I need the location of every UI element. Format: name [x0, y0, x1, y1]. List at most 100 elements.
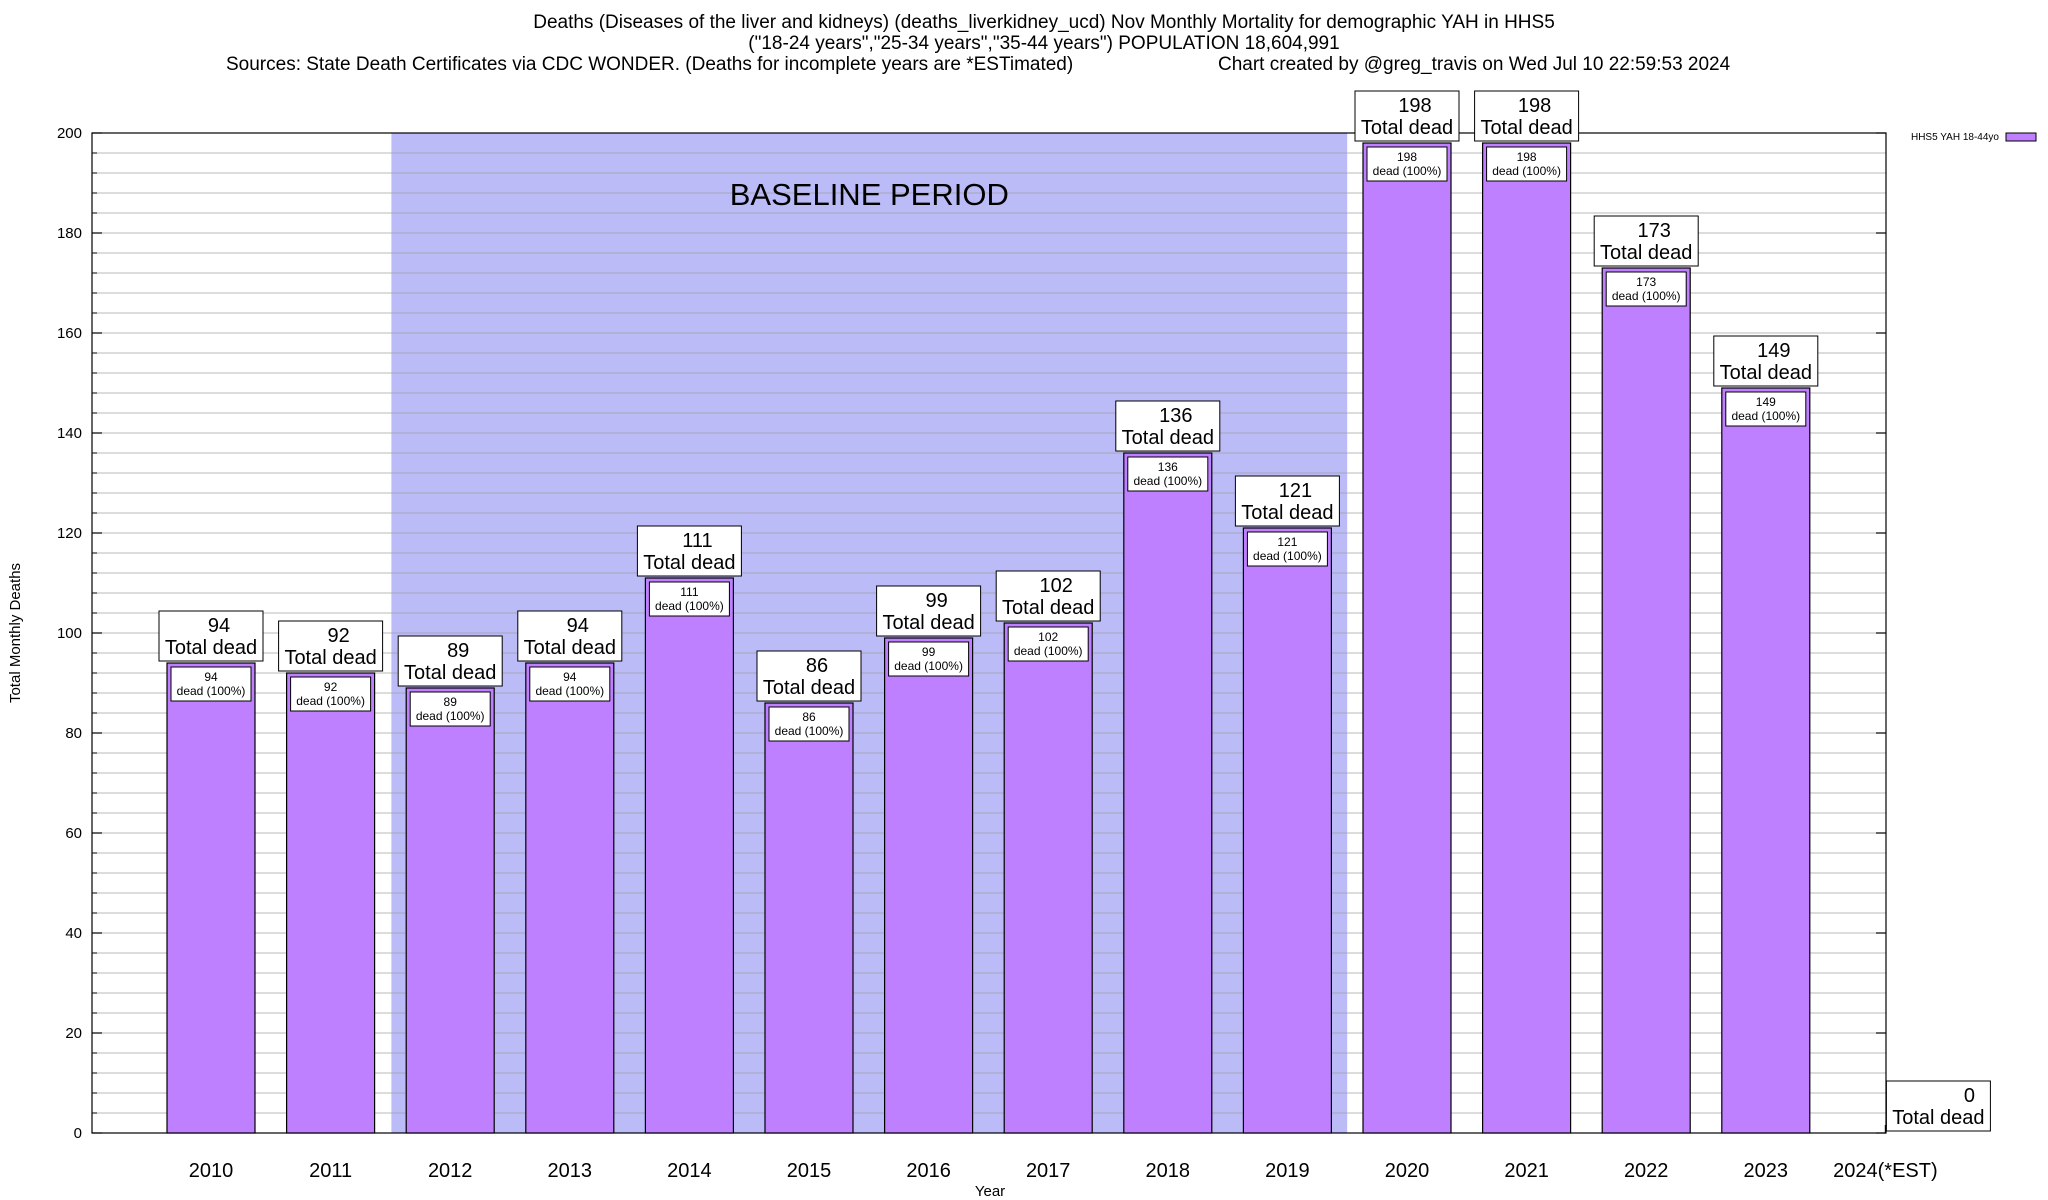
bar-total-label: Total dead — [165, 637, 257, 659]
bar — [1003, 622, 1093, 1134]
bar-inner-value: 99 — [922, 645, 936, 659]
bar-total-value: 99 — [925, 590, 947, 612]
x-tick-label: 2023 — [1744, 1160, 1789, 1182]
x-tick-label: 2021 — [1504, 1160, 1549, 1182]
chart-sources: Sources: State Death Certificates via CD… — [226, 54, 1074, 75]
bar-total-label: Total dead — [524, 637, 616, 659]
bar-inner-label-box — [290, 676, 372, 712]
bar-total-label-box — [1885, 1080, 1991, 1132]
bar-total-label: Total dead — [1600, 242, 1692, 264]
bar-inner-label-box — [1366, 146, 1448, 182]
x-tick-label: 2018 — [1146, 1160, 1191, 1182]
x-tick-label: 2016 — [906, 1160, 951, 1182]
bar-inner-label-box — [1007, 626, 1089, 662]
bar-inner-value: 102 — [1038, 630, 1058, 644]
bar-total-value: 86 — [806, 655, 828, 677]
bar-inner-label-box — [1605, 271, 1687, 307]
bar-total-value: 89 — [447, 640, 469, 662]
x-tick-label: 2010 — [189, 1160, 234, 1182]
y-tick-label: 60 — [65, 825, 82, 842]
bar-total-label: Total dead — [1002, 597, 1094, 619]
bar-total-label-box — [1593, 215, 1699, 267]
bar-inner-label: dead (100%) — [1373, 164, 1442, 178]
bar-total-value: 173 — [1638, 220, 1671, 242]
bar-inner-value: 149 — [1756, 395, 1776, 409]
chart-subtitle: ("18-24 years","25-34 years","35-44 year… — [748, 33, 1340, 54]
bar-total-label-box — [158, 610, 264, 662]
chart-title: Deaths (Diseases of the liver and kidney… — [533, 12, 1555, 33]
bar-total-value: 102 — [1040, 575, 1073, 597]
bar — [1123, 452, 1213, 1134]
bar-inner-label-box — [1486, 146, 1568, 182]
bar-total-label: Total dead — [1241, 502, 1333, 524]
bar-total-value: 92 — [327, 625, 349, 647]
bar-inner-value: 198 — [1517, 150, 1537, 164]
y-tick-label: 120 — [57, 525, 82, 542]
bar-total-value: 198 — [1518, 95, 1551, 117]
baseline-period-label: BASELINE PERIOD — [730, 177, 1009, 212]
bar — [525, 662, 615, 1134]
bar-inner-label: dead (100%) — [1253, 549, 1322, 563]
bar — [286, 672, 376, 1134]
bar-total-label: Total dead — [763, 677, 855, 699]
bar-total-label-box — [636, 525, 742, 577]
bar-inner-value: 111 — [680, 585, 699, 599]
x-axis-label: Year — [975, 1183, 1005, 1200]
bar-inner-label-box — [1127, 456, 1209, 492]
bar — [1481, 142, 1572, 1134]
bar-total-label-box — [278, 620, 384, 672]
x-tick-label: 2020 — [1385, 1160, 1430, 1182]
bar-inner-label: dead (100%) — [1014, 644, 1083, 658]
bar-total-label-box — [397, 635, 503, 687]
bar-inner-label: dead (100%) — [655, 599, 724, 613]
bar-total-label: Total dead — [1720, 362, 1812, 384]
bar-inner-label-box — [888, 641, 970, 677]
bar — [644, 577, 735, 1134]
y-tick-label: 180 — [57, 225, 82, 242]
bar — [1242, 527, 1333, 1134]
bar-inner-value: 94 — [204, 670, 218, 684]
bar-total-value: 94 — [567, 615, 589, 637]
bar-total-label: Total dead — [404, 662, 496, 684]
bar-inner-value: 173 — [1636, 275, 1656, 289]
bar-inner-label-box — [529, 666, 611, 702]
x-tick-label: 2015 — [787, 1160, 832, 1182]
x-tick-label: 2024(*EST) — [1833, 1160, 1938, 1182]
bar-inner-label: dead (100%) — [894, 659, 963, 673]
bar-total-label-box — [876, 585, 982, 637]
bar-inner-value: 92 — [324, 680, 338, 694]
bar — [405, 687, 495, 1134]
chart-credit: Chart created by @greg_travis on Wed Jul… — [1218, 54, 1731, 75]
bar-total-label-box — [517, 610, 623, 662]
bar-inner-value: 198 — [1397, 150, 1417, 164]
legend-label: HHS5 YAH 18-44yo — [1911, 132, 1999, 143]
bar — [166, 662, 256, 1134]
bar — [1362, 142, 1452, 1134]
y-tick-label: 100 — [57, 625, 82, 642]
bar-inner-label: dead (100%) — [1612, 289, 1681, 303]
x-tick-label: 2013 — [548, 1160, 593, 1182]
bar-total-label-box — [1234, 475, 1340, 527]
bar-inner-label: dead (100%) — [775, 724, 844, 738]
bar-inner-label-box — [1725, 391, 1807, 427]
bar-total-label-box — [995, 570, 1101, 622]
bar-inner-label-box — [409, 691, 491, 727]
bar-inner-label-box — [648, 581, 730, 617]
x-tick-label: 2014 — [667, 1160, 712, 1182]
bar-total-label-box — [1115, 400, 1221, 452]
x-tick-label: 2022 — [1624, 1160, 1669, 1182]
bar-total-value: 111 — [682, 530, 712, 552]
bar-inner-value: 86 — [802, 710, 816, 724]
bar-inner-value: 89 — [444, 695, 458, 709]
y-tick-label: 80 — [65, 725, 82, 742]
x-tick-label: 2017 — [1026, 1160, 1071, 1182]
bar-total-label-box — [1713, 335, 1819, 387]
y-tick-label: 200 — [57, 125, 82, 142]
bar-inner-label: dead (100%) — [535, 684, 604, 698]
legend-swatch — [2005, 132, 2037, 142]
bar-total-value: 0 — [1964, 1085, 1975, 1107]
bar — [883, 637, 974, 1134]
bar — [764, 702, 854, 1134]
bar-inner-label: dead (100%) — [1492, 164, 1561, 178]
